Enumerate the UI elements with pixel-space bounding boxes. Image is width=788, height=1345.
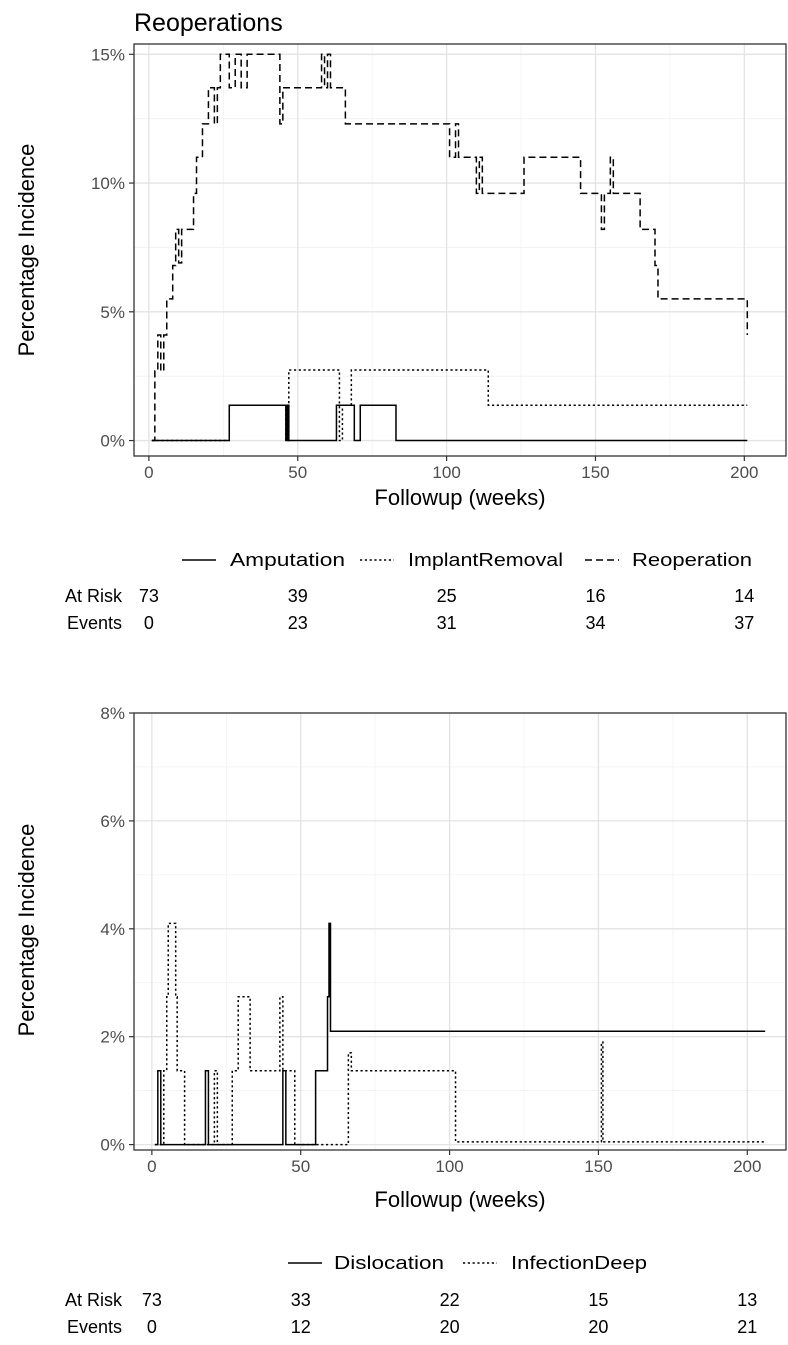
chart2-legend-dislocation-label: Dislocation [334, 1253, 444, 1273]
chart2-risk-at-risk-value: 73 [142, 1290, 162, 1310]
chart1-x-tick-label: 0 [144, 463, 153, 482]
chart1-title: Reoperations [134, 9, 283, 37]
chart2-risk-at-risk-value: 15 [588, 1290, 608, 1310]
chart2-risk-events-value: 12 [291, 1317, 311, 1337]
chart2-x-tick-label: 50 [291, 1157, 310, 1176]
chart1-y-axis-label: Percentage Incidence [14, 144, 39, 357]
chart2-series-dislocation-line [154, 922, 766, 1146]
chart2-risk-at-risk-value: 33 [291, 1290, 311, 1310]
chart1-risk-at-risk-value: 73 [139, 586, 159, 606]
chart1-x-tick-label: 100 [432, 463, 460, 482]
chart2-legend-infectiondeep-label: InfectionDeep [511, 1253, 647, 1273]
chart1-risk-label-events: Events [67, 613, 122, 633]
chart2-y-tick-label: 8% [100, 704, 125, 723]
chart1-panel-border [133, 43, 787, 457]
chart1-y-tick-label: 10% [91, 174, 125, 193]
chart1-risk-events-value: 34 [585, 613, 605, 633]
chart1-risk-at-risk-value: 25 [437, 586, 457, 606]
chart1-y-tick-label: 15% [91, 45, 125, 64]
chart2-y-tick-label: 4% [100, 920, 125, 939]
chart1-legend-implantremoval-label: ImplantRemoval [408, 550, 563, 570]
chart1-risk-events-value: 31 [437, 613, 457, 633]
chart1-x-tick-label: 150 [581, 463, 609, 482]
chart1-series-implantremoval-line [151, 369, 748, 442]
chart2-risk-events-value: 21 [737, 1317, 757, 1337]
chart1-risk-events-value: 0 [144, 613, 154, 633]
chart2-risk-events-value: 0 [147, 1317, 157, 1337]
chart2-x-tick-label: 200 [733, 1157, 761, 1176]
chart2-risk-label-events: Events [67, 1317, 122, 1337]
chart1-plot-area [134, 44, 786, 456]
chart2-panel-border [133, 712, 787, 1151]
chart2-y-axis-label: Percentage Incidence [14, 824, 39, 1037]
chart2-plot-area [134, 713, 786, 1150]
chart1-legend-reoperation-label: Reoperation [632, 550, 752, 570]
chart1-risk-events-value: 37 [734, 613, 754, 633]
chart1-x-tick-label: 200 [730, 463, 758, 482]
chart1-risk-events-value: 23 [288, 613, 308, 633]
chart1-y-tick-label: 0% [100, 432, 125, 451]
chart2-x-axis-label: Followup (weeks) [374, 1187, 545, 1212]
chart2-series-infectiondeep-line [154, 922, 766, 1146]
chart1-risk-at-risk-value: 16 [585, 586, 605, 606]
chart2-y-tick-label: 6% [100, 812, 125, 831]
chart1-y-tick-label: 5% [100, 303, 125, 322]
chart2-x-tick-label: 0 [147, 1157, 156, 1176]
chart2-risk-events-value: 20 [440, 1317, 460, 1337]
chart2-risk-events-value: 20 [588, 1317, 608, 1337]
chart1-x-tick-label: 50 [288, 463, 307, 482]
chart1-x-axis-label: Followup (weeks) [374, 485, 545, 510]
chart2-risk-at-risk-value: 13 [737, 1290, 757, 1310]
chart2-x-tick-label: 100 [435, 1157, 463, 1176]
chart1-legend-amputation-label: Amputation [230, 550, 345, 570]
chart1-series-reoperation-line [151, 53, 749, 442]
chart1-risk-at-risk-value: 39 [288, 586, 308, 606]
chart1-risk-at-risk-value: 14 [734, 586, 754, 606]
chart1-risk-label-at-risk: At Risk [65, 586, 123, 606]
chart2-y-tick-label: 2% [100, 1028, 125, 1047]
chart2-risk-label-at-risk: At Risk [65, 1290, 123, 1310]
chart2-x-tick-label: 150 [584, 1157, 612, 1176]
chart2-risk-at-risk-value: 22 [440, 1290, 460, 1310]
chart2-y-tick-label: 0% [100, 1136, 125, 1155]
